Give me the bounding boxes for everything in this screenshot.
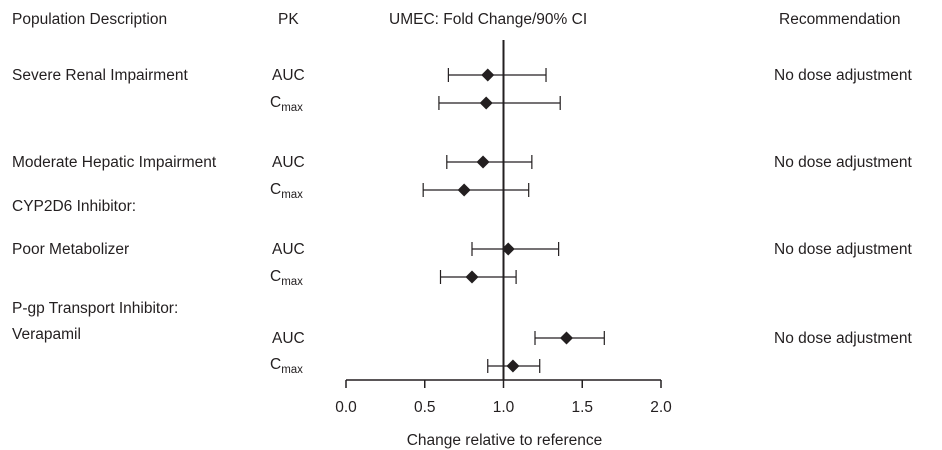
- point-estimate-diamond: [458, 184, 471, 197]
- point-estimate-diamond: [480, 97, 493, 110]
- x-tick-label: 1.5: [571, 399, 593, 416]
- point-estimate-diamond: [466, 271, 479, 284]
- x-tick-label: 2.0: [650, 399, 672, 416]
- point-estimate-diamond: [477, 156, 490, 169]
- x-tick-label: 0.5: [414, 399, 436, 416]
- point-estimate-diamond: [481, 69, 494, 82]
- point-estimate-diamond: [560, 332, 573, 345]
- x-tick-label: 0.0: [335, 399, 357, 416]
- point-estimate-diamond: [506, 360, 519, 373]
- x-tick-label: 1.0: [493, 399, 515, 416]
- x-axis-label: Change relative to reference: [407, 432, 603, 449]
